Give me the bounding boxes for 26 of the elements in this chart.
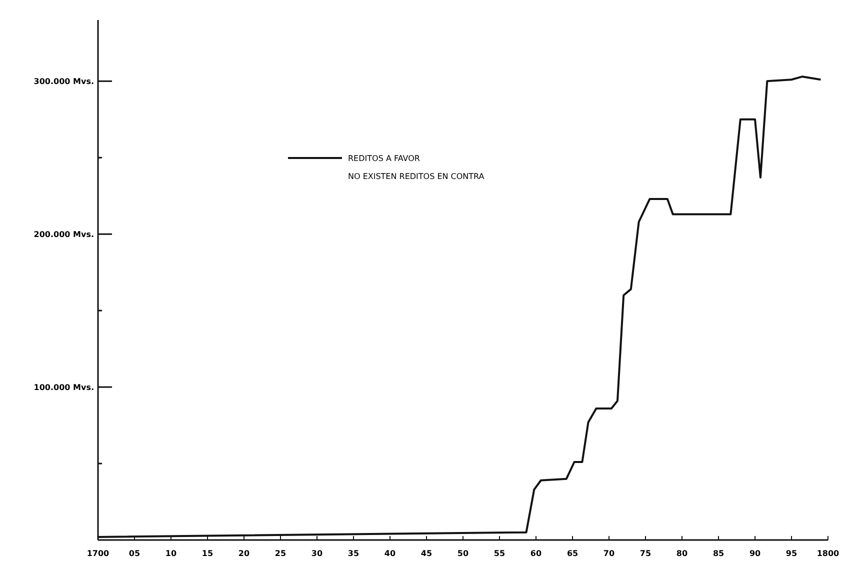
x-tick-label: 80 xyxy=(676,549,688,558)
x-tick-label: 05 xyxy=(128,549,140,558)
x-tick-label: 95 xyxy=(786,549,798,558)
x-tick-label: 40 xyxy=(384,549,396,558)
x-tick-label: 35 xyxy=(348,549,360,558)
text: REDITOS A FAVOR xyxy=(348,154,420,163)
x-tick-label: 45 xyxy=(420,549,432,558)
y-tick-label: 300.000 Mvs. xyxy=(34,76,94,86)
y-tick-label: 100.000 Mvs. xyxy=(34,382,94,392)
x-tick-label: 70 xyxy=(603,549,615,558)
x-tick-label: 25 xyxy=(274,549,286,558)
x-tick-label: 30 xyxy=(311,549,323,558)
x-tick-label: 85 xyxy=(712,549,725,558)
x-tick-label: 1700 xyxy=(86,549,110,558)
x-tick-label: 90 xyxy=(749,549,762,558)
y-tick-label: 200.000 Mvs. xyxy=(34,230,94,239)
x-tick-label: 1800 xyxy=(816,549,840,558)
x-tick-label: 15 xyxy=(202,549,214,558)
x-tick-label: 50 xyxy=(457,549,469,558)
x-tick-label: 55 xyxy=(494,549,506,558)
x-tick-label: 65 xyxy=(566,549,579,558)
x-tick-label: 60 xyxy=(530,549,542,558)
x-tick-label: 75 xyxy=(640,549,652,558)
x-tick-label: 10 xyxy=(165,549,177,558)
x-tick-label: 20 xyxy=(238,549,250,558)
annotation: NO EXISTEN REDITOS EN CONTRA xyxy=(348,172,485,181)
